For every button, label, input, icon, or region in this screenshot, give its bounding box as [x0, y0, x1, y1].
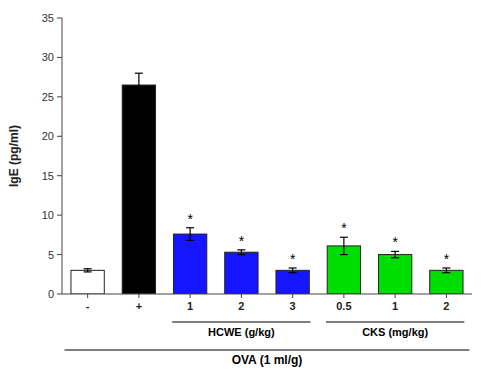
error-line — [138, 73, 139, 97]
error-line — [343, 237, 344, 254]
y-axis — [62, 18, 63, 294]
x-tick — [343, 294, 344, 298]
x-axis — [62, 294, 472, 295]
error-cap — [340, 254, 348, 255]
error-cap — [442, 272, 450, 273]
error-bar — [289, 268, 297, 273]
y-tick-label: 5 — [48, 249, 54, 261]
y-tick — [57, 57, 62, 58]
x-tick-label: 1 — [392, 300, 398, 312]
error-cap — [84, 271, 92, 272]
error-line — [446, 268, 447, 273]
x-tick-label: 2 — [238, 300, 244, 312]
chart: 0 5 10 15 20 25 30 35 * * * * * * - +1 2 3 0.5 1 2 HCWE (g/kg… — [0, 0, 486, 386]
x-tick — [190, 294, 191, 298]
bar — [173, 234, 206, 294]
error-line — [241, 250, 242, 255]
x-tick-label: 1 — [187, 300, 193, 312]
error-cap — [186, 240, 194, 241]
error-line — [292, 268, 293, 273]
group-bracket — [65, 349, 470, 350]
y-axis-label: IgE (pg/ml) — [7, 125, 21, 187]
x-tick-label: 2 — [443, 300, 449, 312]
x-tick — [446, 294, 447, 298]
y-tick-label: 10 — [42, 209, 54, 221]
error-cap — [340, 237, 348, 238]
error-bar — [340, 237, 348, 254]
error-bar — [135, 73, 143, 97]
annotation: * — [290, 251, 296, 267]
x-tick-label: 3 — [290, 300, 296, 312]
x-tick-label: + — [136, 300, 142, 312]
x-tick-label: 0.5 — [336, 300, 351, 312]
annotation: * — [341, 220, 347, 236]
error-bar — [442, 268, 450, 273]
error-cap — [237, 249, 245, 250]
group-label: CKS (mg/kg) — [362, 326, 428, 338]
y-tick — [57, 136, 62, 137]
y-tick-label: 0 — [48, 288, 54, 300]
x-tick — [87, 294, 88, 298]
error-cap — [289, 272, 297, 273]
error-cap — [442, 267, 450, 268]
y-tick-label: 20 — [42, 130, 54, 142]
y-tick — [57, 175, 62, 176]
error-bar — [186, 228, 194, 241]
error-cap — [289, 267, 297, 268]
error-cap — [237, 254, 245, 255]
y-tick — [57, 96, 62, 97]
y-tick — [57, 18, 62, 19]
x-tick — [292, 294, 293, 298]
group-bracket — [326, 321, 464, 322]
bars — [71, 73, 463, 294]
y-tick-label: 15 — [42, 170, 54, 182]
y-tick-label: 30 — [42, 51, 54, 63]
annotation: * — [239, 233, 245, 249]
x-tick-label: - — [86, 300, 90, 312]
y-tick-label: 25 — [42, 91, 54, 103]
annotation: * — [392, 234, 398, 250]
bar — [378, 255, 411, 294]
x-tick — [138, 294, 139, 298]
x-tick — [395, 294, 396, 298]
y-tick — [57, 215, 62, 216]
bar — [71, 270, 104, 294]
y-tick — [57, 254, 62, 255]
error-cap — [84, 268, 92, 269]
bar — [276, 270, 309, 294]
group-label: HCWE (g/kg) — [208, 326, 275, 338]
x-tick — [241, 294, 242, 298]
error-line — [395, 251, 396, 257]
error-bar — [84, 269, 92, 272]
error-cap — [135, 96, 143, 97]
bar — [225, 252, 258, 294]
y-tick-label: 35 — [42, 12, 54, 24]
bar — [122, 85, 155, 294]
error-bar — [391, 251, 399, 257]
error-cap — [186, 227, 194, 228]
bar — [430, 270, 463, 294]
y-tick — [57, 294, 62, 295]
error-cap — [391, 251, 399, 252]
error-bar — [237, 250, 245, 255]
error-line — [190, 228, 191, 241]
annotation: * — [444, 251, 450, 267]
error-cap — [391, 257, 399, 258]
group-label: OVA (1 ml/g) — [232, 353, 303, 367]
annotation: * — [187, 211, 193, 227]
group-bracket — [172, 321, 310, 322]
error-cap — [135, 73, 143, 74]
